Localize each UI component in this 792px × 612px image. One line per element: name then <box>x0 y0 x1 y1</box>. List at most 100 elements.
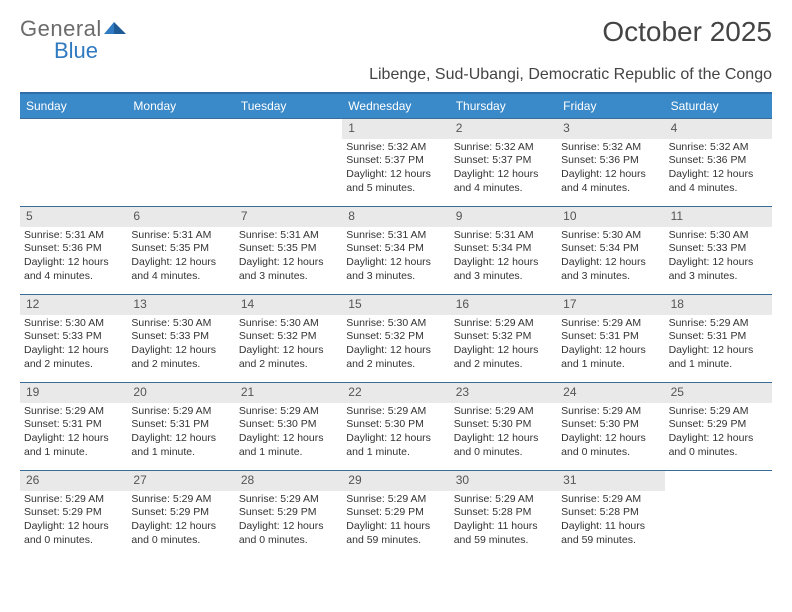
daylight-text: Daylight: 12 hours and 0 minutes. <box>24 520 123 547</box>
dayhdr-sat: Saturday <box>665 94 772 118</box>
day-body: Sunrise: 5:29 AMSunset: 5:29 PMDaylight:… <box>127 491 234 552</box>
day-number: 31 <box>557 471 664 491</box>
day-number: 2 <box>450 119 557 139</box>
day-body: Sunrise: 5:30 AMSunset: 5:32 PMDaylight:… <box>342 315 449 376</box>
day-number: 26 <box>20 471 127 491</box>
sunset-text: Sunset: 5:31 PM <box>131 418 230 432</box>
daylight-text: Daylight: 12 hours and 4 minutes. <box>454 168 553 195</box>
daylight-text: Daylight: 12 hours and 1 minute. <box>131 432 230 459</box>
daylight-text: Daylight: 11 hours and 59 minutes. <box>346 520 445 547</box>
day-number: 27 <box>127 471 234 491</box>
day-number: 6 <box>127 207 234 227</box>
sunset-text: Sunset: 5:30 PM <box>561 418 660 432</box>
sunrise-text: Sunrise: 5:29 AM <box>24 405 123 419</box>
daylight-text: Daylight: 12 hours and 1 minute. <box>561 344 660 371</box>
sunrise-text: Sunrise: 5:32 AM <box>669 141 768 155</box>
day-number: 1 <box>342 119 449 139</box>
day-body: Sunrise: 5:29 AMSunset: 5:29 PMDaylight:… <box>20 491 127 552</box>
sunset-text: Sunset: 5:37 PM <box>346 154 445 168</box>
calendar-cell: 15Sunrise: 5:30 AMSunset: 5:32 PMDayligh… <box>342 294 449 382</box>
day-body <box>235 139 342 145</box>
sunset-text: Sunset: 5:32 PM <box>346 330 445 344</box>
calendar-cell: 29Sunrise: 5:29 AMSunset: 5:29 PMDayligh… <box>342 470 449 558</box>
calendar-cell: 22Sunrise: 5:29 AMSunset: 5:30 PMDayligh… <box>342 382 449 470</box>
sunrise-text: Sunrise: 5:30 AM <box>669 229 768 243</box>
sunset-text: Sunset: 5:30 PM <box>454 418 553 432</box>
daylight-text: Daylight: 12 hours and 5 minutes. <box>346 168 445 195</box>
daylight-text: Daylight: 12 hours and 2 minutes. <box>239 344 338 371</box>
daylight-text: Daylight: 12 hours and 3 minutes. <box>346 256 445 283</box>
sunrise-text: Sunrise: 5:29 AM <box>561 317 660 331</box>
day-body: Sunrise: 5:29 AMSunset: 5:29 PMDaylight:… <box>342 491 449 552</box>
calendar-cell: 7Sunrise: 5:31 AMSunset: 5:35 PMDaylight… <box>235 206 342 294</box>
calendar-cell: 24Sunrise: 5:29 AMSunset: 5:30 PMDayligh… <box>557 382 664 470</box>
sunrise-text: Sunrise: 5:29 AM <box>239 405 338 419</box>
calendar-cell: 18Sunrise: 5:29 AMSunset: 5:31 PMDayligh… <box>665 294 772 382</box>
day-body: Sunrise: 5:32 AMSunset: 5:36 PMDaylight:… <box>557 139 664 200</box>
daylight-text: Daylight: 12 hours and 0 minutes. <box>561 432 660 459</box>
sunset-text: Sunset: 5:29 PM <box>669 418 768 432</box>
sunset-text: Sunset: 5:30 PM <box>346 418 445 432</box>
daylight-text: Daylight: 12 hours and 0 minutes. <box>669 432 768 459</box>
day-body: Sunrise: 5:32 AMSunset: 5:36 PMDaylight:… <box>665 139 772 200</box>
sunrise-text: Sunrise: 5:32 AM <box>561 141 660 155</box>
sunset-text: Sunset: 5:35 PM <box>131 242 230 256</box>
calendar-cell: 6Sunrise: 5:31 AMSunset: 5:35 PMDaylight… <box>127 206 234 294</box>
daylight-text: Daylight: 12 hours and 2 minutes. <box>131 344 230 371</box>
dayhdr-mon: Monday <box>127 94 234 118</box>
day-number: 29 <box>342 471 449 491</box>
day-number: 21 <box>235 383 342 403</box>
daylight-text: Daylight: 12 hours and 1 minute. <box>346 432 445 459</box>
sunset-text: Sunset: 5:29 PM <box>239 506 338 520</box>
day-body <box>20 139 127 145</box>
daylight-text: Daylight: 12 hours and 3 minutes. <box>669 256 768 283</box>
sunset-text: Sunset: 5:28 PM <box>454 506 553 520</box>
day-body <box>665 491 772 497</box>
day-number: 16 <box>450 295 557 315</box>
day-body: Sunrise: 5:30 AMSunset: 5:33 PMDaylight:… <box>665 227 772 288</box>
dayhdr-thu: Thursday <box>450 94 557 118</box>
calendar-cell: 9Sunrise: 5:31 AMSunset: 5:34 PMDaylight… <box>450 206 557 294</box>
sunrise-text: Sunrise: 5:29 AM <box>24 493 123 507</box>
day-body: Sunrise: 5:31 AMSunset: 5:34 PMDaylight:… <box>342 227 449 288</box>
day-body: Sunrise: 5:29 AMSunset: 5:30 PMDaylight:… <box>450 403 557 464</box>
daylight-text: Daylight: 12 hours and 1 minute. <box>24 432 123 459</box>
sunset-text: Sunset: 5:34 PM <box>561 242 660 256</box>
day-body: Sunrise: 5:29 AMSunset: 5:29 PMDaylight:… <box>665 403 772 464</box>
daylight-text: Daylight: 12 hours and 2 minutes. <box>454 344 553 371</box>
daylight-text: Daylight: 12 hours and 1 minute. <box>669 344 768 371</box>
dayhdr-tue: Tuesday <box>235 94 342 118</box>
calendar-cell: 25Sunrise: 5:29 AMSunset: 5:29 PMDayligh… <box>665 382 772 470</box>
calendar-cell: 26Sunrise: 5:29 AMSunset: 5:29 PMDayligh… <box>20 470 127 558</box>
day-body: Sunrise: 5:29 AMSunset: 5:28 PMDaylight:… <box>557 491 664 552</box>
sunset-text: Sunset: 5:33 PM <box>669 242 768 256</box>
day-body: Sunrise: 5:30 AMSunset: 5:33 PMDaylight:… <box>127 315 234 376</box>
day-body: Sunrise: 5:30 AMSunset: 5:32 PMDaylight:… <box>235 315 342 376</box>
sunrise-text: Sunrise: 5:31 AM <box>346 229 445 243</box>
sunrise-text: Sunrise: 5:30 AM <box>561 229 660 243</box>
sunset-text: Sunset: 5:31 PM <box>24 418 123 432</box>
sunset-text: Sunset: 5:36 PM <box>669 154 768 168</box>
logo-arrow-icon <box>104 16 126 42</box>
sunrise-text: Sunrise: 5:31 AM <box>454 229 553 243</box>
day-number: 14 <box>235 295 342 315</box>
sunset-text: Sunset: 5:31 PM <box>561 330 660 344</box>
daylight-text: Daylight: 12 hours and 0 minutes. <box>131 520 230 547</box>
sunset-text: Sunset: 5:36 PM <box>561 154 660 168</box>
daylight-text: Daylight: 12 hours and 4 minutes. <box>669 168 768 195</box>
day-number: 9 <box>450 207 557 227</box>
calendar-cell: 31Sunrise: 5:29 AMSunset: 5:28 PMDayligh… <box>557 470 664 558</box>
location-subtitle: Libenge, Sud-Ubangi, Democratic Republic… <box>20 66 772 84</box>
sunrise-text: Sunrise: 5:29 AM <box>131 405 230 419</box>
daylight-text: Daylight: 11 hours and 59 minutes. <box>454 520 553 547</box>
daylight-text: Daylight: 12 hours and 0 minutes. <box>454 432 553 459</box>
sunrise-text: Sunrise: 5:30 AM <box>24 317 123 331</box>
day-body: Sunrise: 5:30 AMSunset: 5:33 PMDaylight:… <box>20 315 127 376</box>
sunrise-text: Sunrise: 5:31 AM <box>131 229 230 243</box>
page-title: October 2025 <box>602 16 772 48</box>
day-body: Sunrise: 5:29 AMSunset: 5:30 PMDaylight:… <box>342 403 449 464</box>
day-body: Sunrise: 5:30 AMSunset: 5:34 PMDaylight:… <box>557 227 664 288</box>
sunset-text: Sunset: 5:35 PM <box>239 242 338 256</box>
calendar-cell: 5Sunrise: 5:31 AMSunset: 5:36 PMDaylight… <box>20 206 127 294</box>
day-body: Sunrise: 5:29 AMSunset: 5:31 PMDaylight:… <box>557 315 664 376</box>
